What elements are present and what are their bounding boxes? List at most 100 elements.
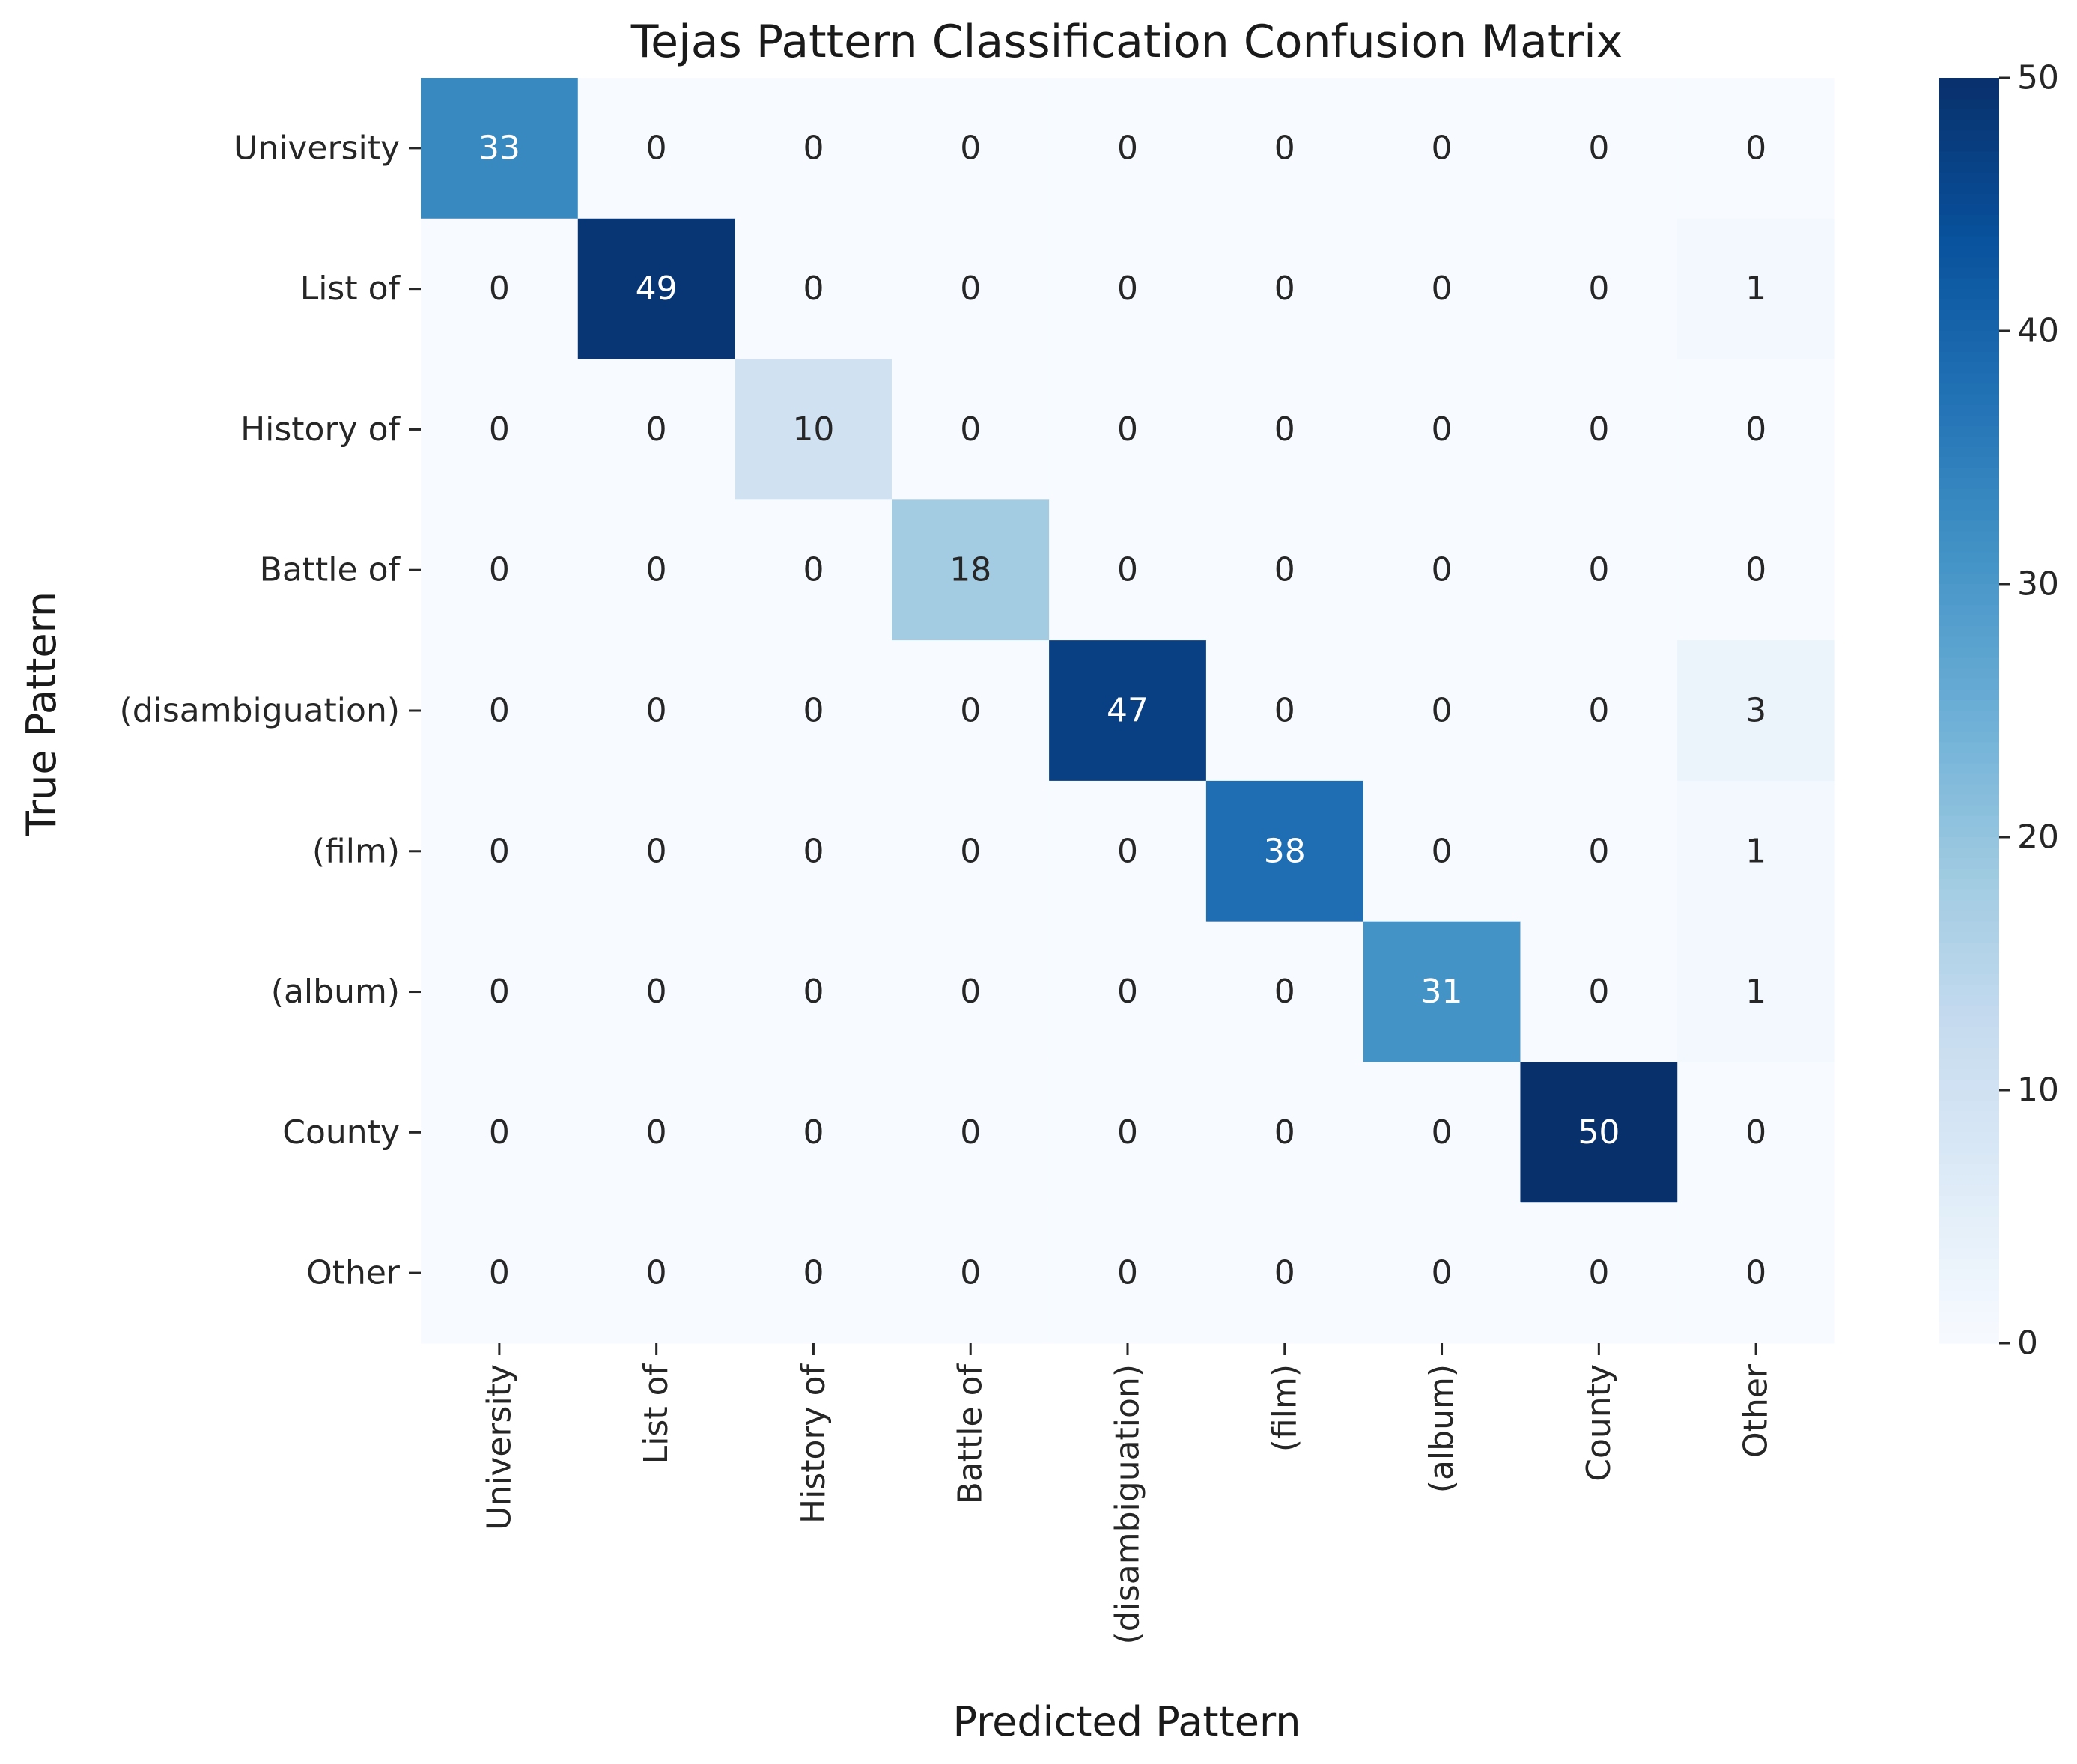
cell-value-label: 0 [803,692,824,730]
colorbar-segment [1939,1027,1999,1038]
heatmap-cell [577,921,736,1063]
cell-value-label: 0 [1432,410,1453,448]
cell-value-label: 0 [646,832,667,870]
colorbar-segment [1939,773,1999,785]
heatmap-cell [421,921,579,1063]
colorbar-segment [1939,678,1999,690]
heatmap-cell [892,640,1050,782]
colorbar-segment [1939,1205,1999,1217]
colorbar-tick-label: 20 [2017,818,2059,857]
colorbar-segment [1939,626,1999,638]
heatmap-cell [1677,1062,1835,1203]
heatmap-cell [1520,640,1678,782]
colorbar-segment [1939,99,1999,111]
colorbar-segment [1939,193,1999,205]
colorbar-segment [1939,278,1999,290]
heatmap-cell [577,218,736,360]
x-tick-label: Other [1737,1363,1775,1458]
colorbar: 0 10 20 30 40 50 [1939,59,2059,1363]
cell-value-label: 0 [646,129,667,167]
cell-value-label: 47 [1107,692,1149,730]
colorbar-segment [1939,794,1999,806]
heatmap-cell [735,359,892,500]
heatmap-cell [1677,921,1835,1063]
cell-value-label: 0 [646,692,667,730]
cell-value-label: 0 [1588,410,1609,448]
cell-value-label: 0 [803,1254,824,1292]
colorbar-segment [1939,605,1999,617]
heatmap-cell [1205,78,1364,219]
colorbar-segment [1939,1217,1999,1228]
cell-value-label: 0 [1274,129,1295,167]
cell-value-label: 0 [960,973,981,1011]
colorbar-segment [1939,552,1999,564]
colorbar-segment [1939,1132,1999,1144]
colorbar-segment [1939,352,1999,364]
heatmap-cell [577,359,736,500]
cell-value-label: 0 [646,973,667,1011]
colorbar-segment [1939,848,1999,859]
heatmap-cell [1520,218,1678,360]
colorbar-segment [1939,900,1999,912]
colorbar-segment [1939,415,1999,427]
colorbar-segment [1939,942,1999,954]
heatmap-cell [577,499,736,641]
colorbar-segment [1939,594,1999,606]
colorbar-tick-label: 10 [2017,1071,2059,1110]
y-tick-label: (album) [271,973,400,1011]
cell-value-label: 0 [960,270,981,308]
colorbar-segment [1939,869,1999,881]
colorbar-segment [1939,1153,1999,1165]
heatmap-cell [1520,78,1678,219]
heatmap-cell [1363,780,1521,922]
colorbar-segment [1939,288,1999,300]
y-tick-label: List of [300,270,401,308]
cell-value-label: 0 [1588,832,1609,870]
heatmap-cell [735,499,892,641]
colorbar-segment [1939,499,1999,511]
colorbar-segment [1939,204,1999,216]
heatmap-cell [1205,780,1364,922]
colorbar-segment [1939,1311,1999,1323]
colorbar-segment [1939,562,1999,574]
colorbar-segment [1939,858,1999,870]
heatmap-cell [1205,1062,1364,1203]
cell-value-label: 50 [1578,1113,1620,1152]
cell-value-label: 0 [489,270,510,308]
heatmap-cell [421,640,579,782]
colorbar-segment [1939,1164,1999,1176]
colorbar-segment [1939,478,1999,490]
heatmap-cell [735,78,892,219]
colorbar-segment [1939,1068,1999,1080]
heatmap-cell [577,1202,736,1344]
cell-value-label: 31 [1421,973,1463,1011]
colorbar-segment [1939,1143,1999,1155]
heatmap-cell [1049,1202,1207,1344]
cell-value-label: 0 [960,692,981,730]
heatmap-cell [892,78,1050,219]
cell-value-label: 0 [489,1254,510,1292]
colorbar-segment [1939,541,1999,553]
cell-value-label: 0 [1117,1113,1138,1152]
colorbar-segment [1939,1227,1999,1238]
colorbar-segment [1939,689,1999,701]
heatmap-cell [421,218,579,360]
colorbar-segment [1939,974,1999,985]
y-tick-label: (disambiguation) [120,692,400,730]
colorbar-segment [1939,636,1999,648]
colorbar-segment [1939,910,1999,922]
cell-value-label: 0 [1745,1254,1766,1292]
heatmap-cell [735,1202,892,1344]
cell-value-label: 0 [1588,129,1609,167]
heatmap-cell [1677,499,1835,641]
colorbar-segment [1939,1174,1999,1186]
heatmap-cell [421,499,579,641]
cell-value-label: 0 [1117,129,1138,167]
colorbar-segment [1939,826,1999,838]
heatmap-cell [1677,1202,1835,1344]
colorbar-segment [1939,236,1999,248]
colorbar-segment [1939,1111,1999,1123]
cell-value-label: 0 [803,270,824,308]
colorbar-segment [1939,647,1999,659]
heatmap-cell [1363,921,1521,1063]
